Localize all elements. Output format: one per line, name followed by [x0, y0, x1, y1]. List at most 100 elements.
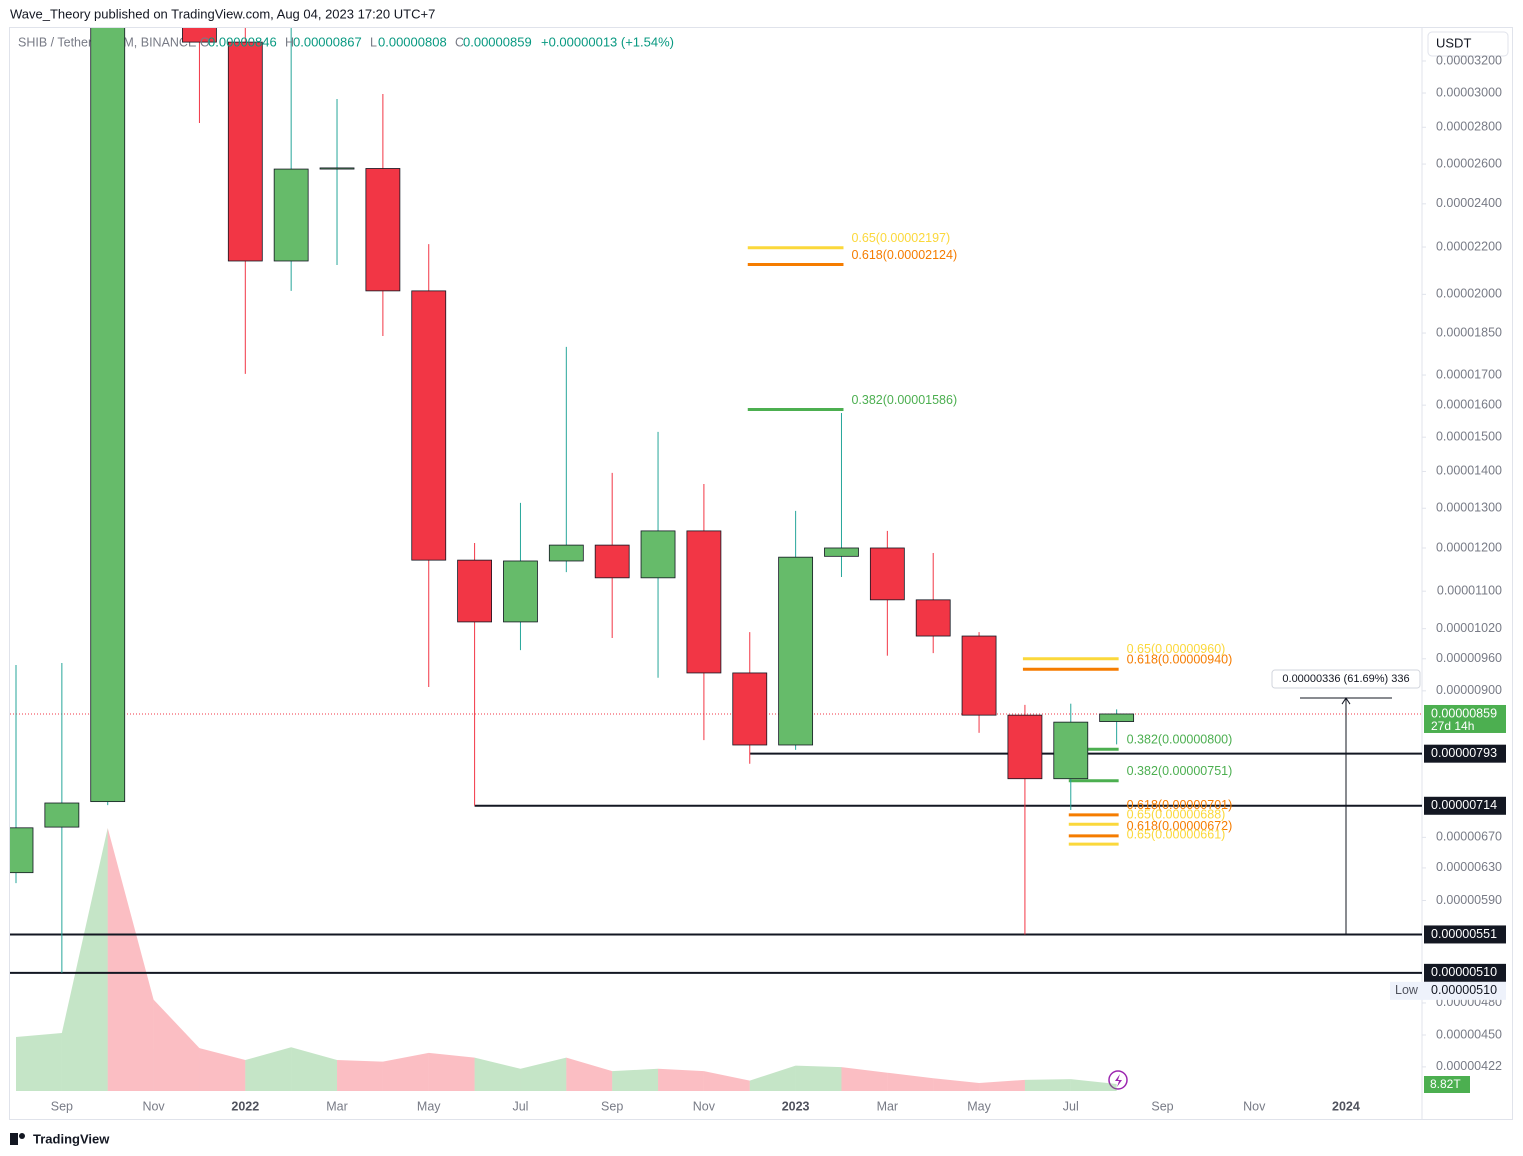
y-tick-label: 0.00002800: [1436, 120, 1502, 134]
ohlc-value: 0.00000808: [378, 34, 447, 49]
y-tick-label: 0.00001600: [1436, 397, 1502, 411]
candle-body: [411, 290, 447, 561]
candle-body: [961, 635, 997, 716]
x-tick-label: May: [417, 1099, 441, 1113]
y-tick-label: 0.00002000: [1436, 287, 1502, 301]
volume-area: [107, 828, 154, 1091]
volume-area: [887, 1072, 934, 1091]
ohlc-key: L: [370, 35, 377, 49]
x-tick-label: May: [967, 1099, 991, 1113]
x-tick-label: Sep: [601, 1099, 623, 1113]
ohlc-value: 0.00000846: [208, 34, 277, 49]
candle-body: [273, 168, 309, 262]
y-tick-label: 0.00001300: [1436, 501, 1502, 515]
currency-button[interactable]: [1427, 31, 1509, 57]
volume-label-box: [1424, 1076, 1470, 1093]
level-label-box: [1424, 925, 1506, 944]
measure-arrow-head: [1341, 697, 1351, 705]
last-price-box: [1424, 704, 1506, 733]
logo: [10, 1133, 25, 1145]
x-tick-label: Nov: [693, 1099, 716, 1113]
candle-body: [1007, 714, 1043, 780]
ohlc-value: 0.00000859: [463, 34, 532, 49]
x-tick-label: Nov: [1243, 1099, 1266, 1113]
level-label-box: [1424, 744, 1506, 763]
candle-body: [640, 530, 676, 579]
measure-label: 0.00000336 (61.69%) 336: [1282, 673, 1409, 685]
y-tick-label: 0.00001500: [1436, 429, 1502, 443]
y-tick-label: 0.00001200: [1436, 540, 1502, 554]
fib-label: 0.618(0.00000701): [1127, 798, 1233, 812]
candle-body: [365, 168, 401, 292]
volume-area: [1024, 1079, 1071, 1091]
x-tick-label: Nov: [142, 1099, 165, 1113]
level-label-box: [1424, 796, 1506, 815]
volume-area: [612, 1068, 659, 1091]
volume-area: [61, 828, 108, 1091]
fib-label: 0.618(0.00000672): [1127, 819, 1233, 833]
fib-label: 0.382(0.00000751): [1127, 764, 1233, 778]
fib-label: 0.618(0.00002124): [851, 248, 957, 262]
fib-label: 0.382(0.00001586): [851, 393, 957, 407]
fib-label: 0.65(0.00000661): [1127, 827, 1226, 841]
measure-box: [1271, 669, 1421, 689]
level-label: 0.00000714: [1431, 798, 1497, 812]
fib-label: 0.618(0.00000940): [1127, 653, 1233, 667]
fib-label: 0.382(0.00000800): [1127, 733, 1233, 747]
ohlc-value: 0.00000867: [293, 34, 362, 49]
publish-note: Wave_Theory published on TradingView.com…: [10, 6, 435, 21]
x-tick-label: 2023: [782, 1099, 810, 1113]
y-tick-label: 0.00001400: [1436, 464, 1502, 478]
low-text: Low: [1395, 983, 1419, 997]
y-tick-label: 0.00000670: [1436, 830, 1502, 844]
y-tick-label: 0.00001700: [1436, 367, 1502, 381]
y-tick-label: 0.00001100: [1437, 583, 1502, 597]
last-price-label: 0.00000859: [1431, 706, 1497, 720]
change: +0.00000013 (+1.54%): [541, 34, 674, 49]
volume-area: [703, 1071, 750, 1091]
x-tick-label: Sep: [51, 1099, 73, 1113]
brand: TradingView: [33, 1131, 110, 1146]
x-tick-label: Mar: [326, 1099, 348, 1113]
volume-label: 8.82T: [1430, 1077, 1461, 1091]
volume-area: [16, 1032, 62, 1091]
candle-body: [227, 41, 263, 262]
volume-area: [933, 1078, 980, 1091]
volume-area: [566, 1057, 613, 1091]
currency: USDT: [1436, 35, 1471, 50]
y-tick-label: 0.00000590: [1436, 893, 1502, 907]
low-box: [1390, 981, 1506, 1000]
y-tick-label: 0.00001020: [1436, 621, 1502, 635]
candle-body: [319, 167, 355, 170]
volume-area: [153, 999, 200, 1091]
y-tick-label: 0.00003200: [1436, 53, 1502, 67]
volume-area: [979, 1079, 1025, 1091]
candle-body: [732, 672, 768, 746]
candle-body: [503, 560, 538, 623]
x-tick-label: 2022: [231, 1099, 259, 1113]
candle-body: [548, 544, 584, 562]
y-tick-label: 0.00000900: [1436, 683, 1502, 697]
x-tick-label: Jul: [512, 1099, 528, 1113]
volume-area: [291, 1047, 338, 1091]
candle-body: [824, 547, 859, 557]
candle-body: [915, 599, 951, 637]
candle-body: [778, 556, 814, 746]
candle-body: [457, 559, 493, 623]
countdown: 27d 14h: [1431, 719, 1474, 733]
candle-body: [90, 28, 126, 803]
candle-body: [182, 28, 217, 43]
y-tick-label: 0.00001850: [1436, 325, 1502, 339]
alert-icon: [1108, 1070, 1128, 1090]
volume-area: [474, 1057, 521, 1091]
y-tick-label: 0.00000960: [1436, 651, 1502, 665]
candle-body: [594, 544, 630, 579]
volume-area: [1070, 1079, 1117, 1091]
volume-area: [795, 1065, 842, 1091]
x-tick-label: Jul: [1063, 1099, 1079, 1113]
ohlc-key: O: [200, 35, 210, 49]
volume-area: [428, 1052, 475, 1091]
fib-label: 0.65(0.00000960): [1127, 642, 1226, 656]
candle-body: [1099, 713, 1135, 722]
